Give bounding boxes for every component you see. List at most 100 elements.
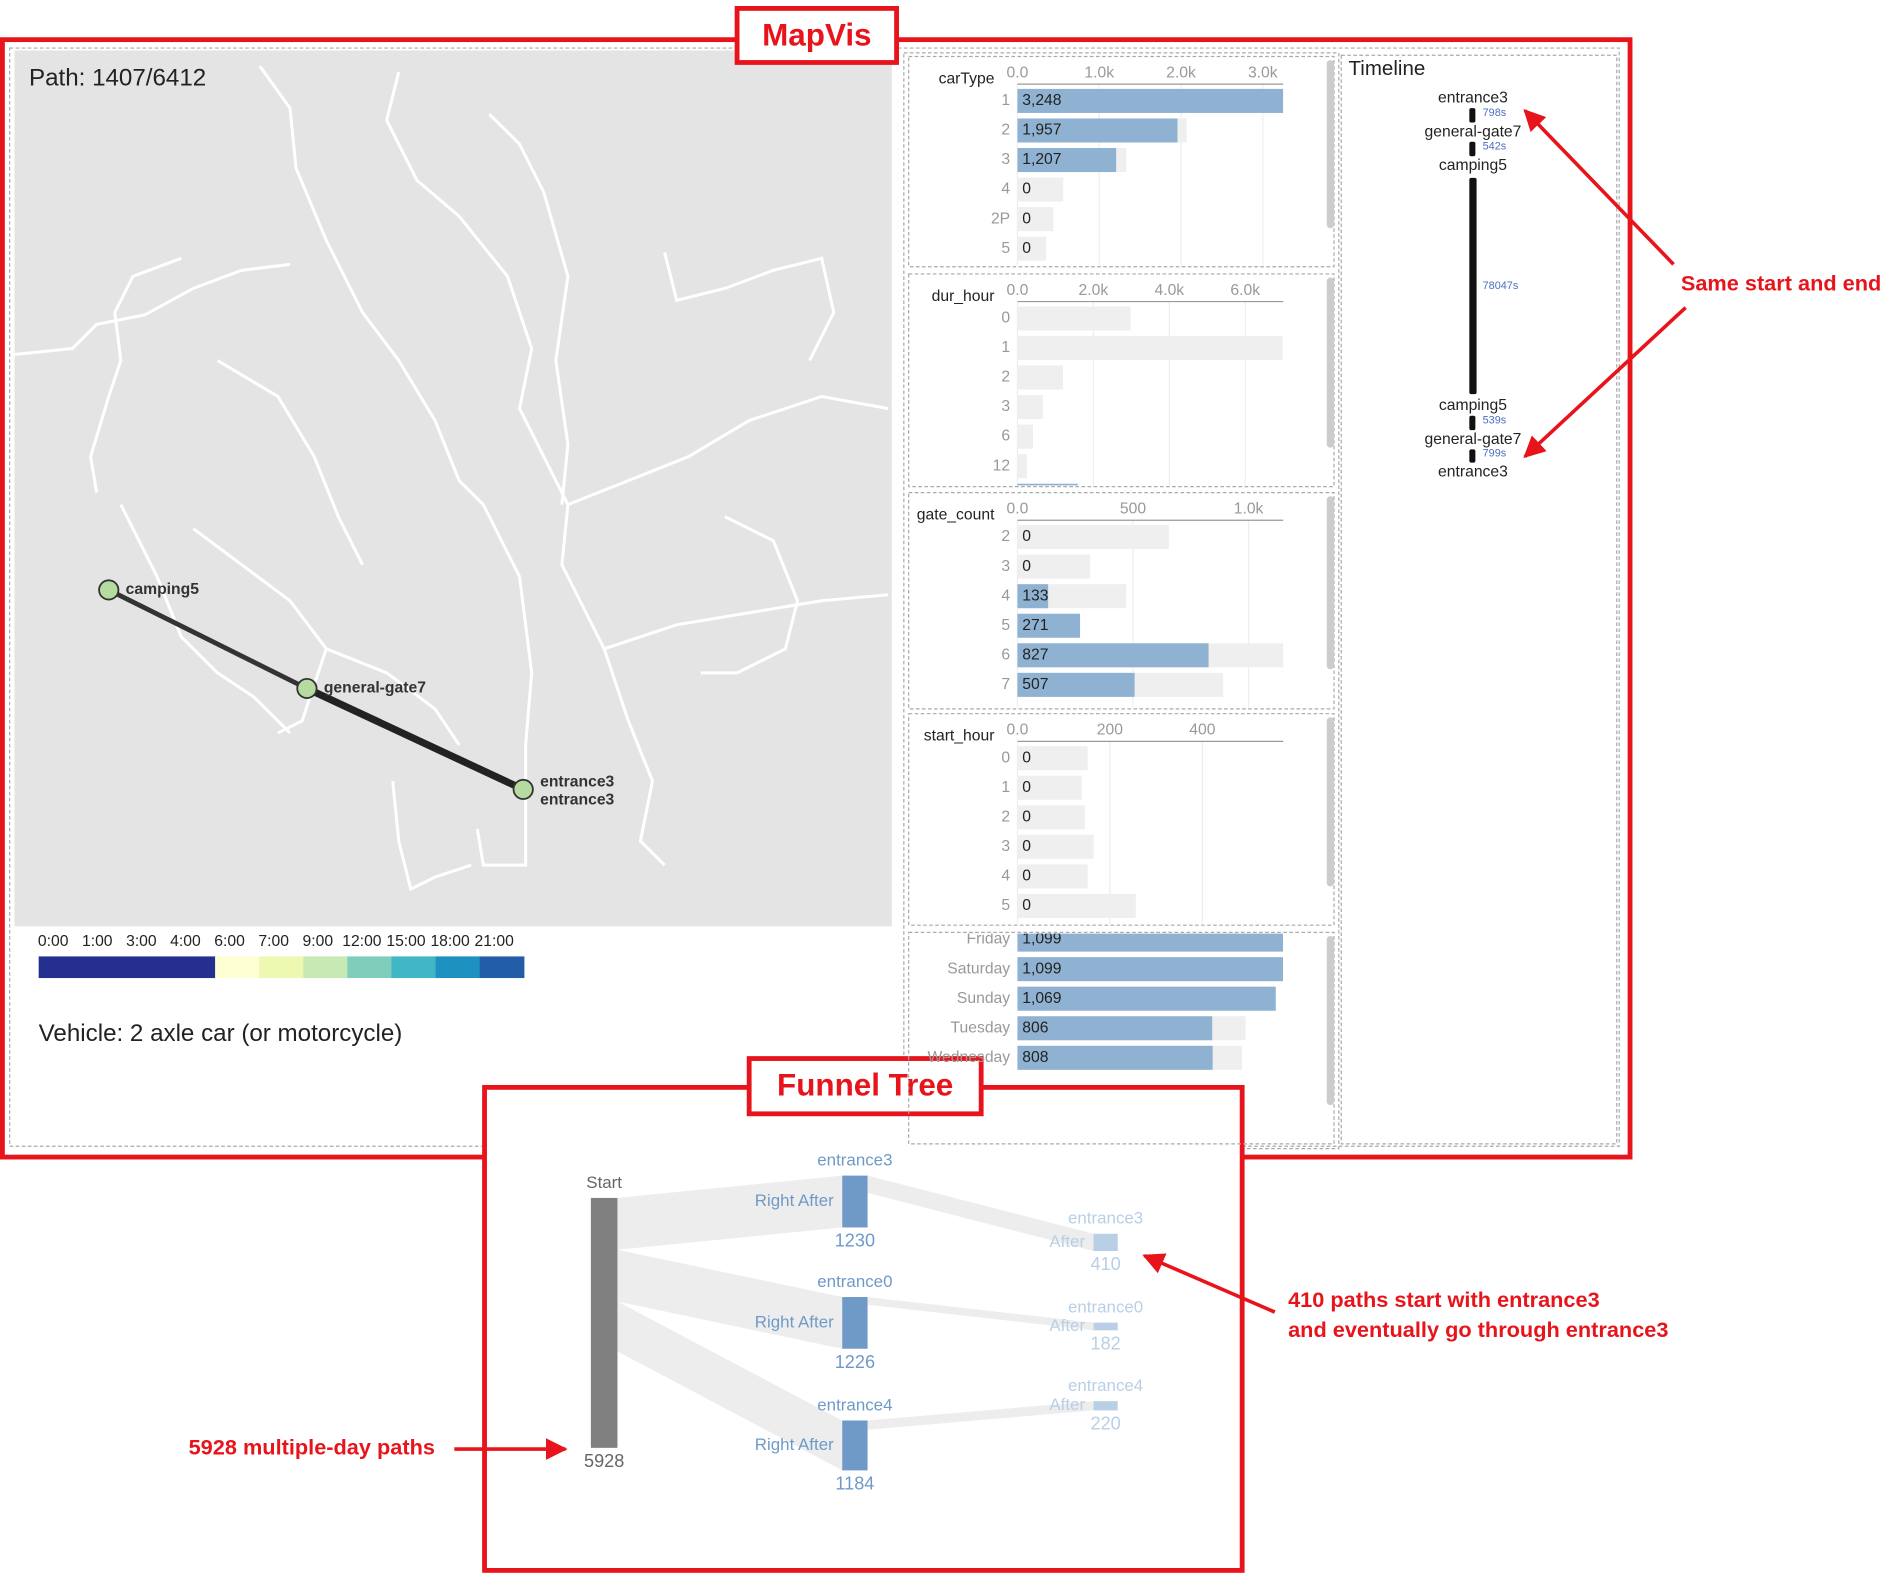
stop-label: camping5 <box>126 581 200 598</box>
bar <box>1017 613 1081 638</box>
total-bar <box>1017 554 1091 579</box>
funnel-relation: Right After <box>755 1312 834 1331</box>
path-count: Path: 1407/6412 <box>29 65 206 92</box>
tick-label: 0.0 <box>1007 282 1029 299</box>
timeline-segment <box>1469 177 1477 395</box>
legend-label: 15:00 <box>386 933 426 950</box>
tick-label: 500 <box>1120 501 1146 518</box>
legend-swatch <box>391 956 437 979</box>
scrollbar <box>1326 717 1334 887</box>
funnel-label: Start <box>586 1173 622 1192</box>
tick-label: 0.0 <box>1007 501 1029 518</box>
total-bar <box>1017 525 1169 550</box>
duration-label: 798s <box>1483 107 1507 119</box>
mapvis-tag <box>734 6 899 65</box>
funnel-value: 1226 <box>835 1352 875 1372</box>
value-label: 0 <box>1022 838 1031 855</box>
tick-label: 400 <box>1189 722 1215 739</box>
stop <box>98 579 120 601</box>
funnel-link <box>617 1301 843 1471</box>
tick-label: 1.0k <box>1084 64 1114 81</box>
value-label: 271 <box>1022 617 1048 634</box>
category-label: 5 <box>1001 617 1010 634</box>
funnel-link <box>617 1249 843 1349</box>
duration-label: 539s <box>1483 414 1507 426</box>
funnel-bar <box>1093 1401 1118 1411</box>
value-label: 1,099 <box>1022 960 1061 977</box>
legend-swatch <box>259 956 304 979</box>
category-label: 5 <box>1001 897 1010 914</box>
total-bar <box>1017 306 1131 331</box>
category-label: 1 <box>1001 92 1010 109</box>
bar <box>1017 118 1178 143</box>
duration-label: 799s <box>1483 447 1507 459</box>
legend-swatch <box>38 956 84 979</box>
scrollbar <box>1326 60 1334 229</box>
stop-label: entrance3 <box>540 773 614 790</box>
funnel-bar <box>842 1420 868 1471</box>
category-label: 3 <box>1001 151 1010 168</box>
bar <box>1017 483 1078 486</box>
histogram: carType 0.0 1.0k 2.0k 3.0k 1 3,248 2 1,957 3 1,207… <box>939 64 1284 266</box>
tick-label: 200 <box>1097 722 1123 739</box>
duration-label: 542s <box>1483 140 1507 152</box>
funnel-value: 410 <box>1091 1254 1121 1274</box>
value-label: 0 <box>1022 779 1031 796</box>
legend-label: 0:00 <box>38 933 69 950</box>
timeline <box>1340 54 1618 1145</box>
scrollbar <box>1326 496 1334 670</box>
legend-swatch <box>170 956 216 979</box>
funnel-relation: After <box>1049 1232 1085 1251</box>
timeline-stop: entrance3 <box>1438 90 1508 107</box>
bar <box>1017 1045 1213 1070</box>
total-bar <box>1017 236 1047 261</box>
value-label: 0 <box>1022 240 1031 257</box>
funnel-bar <box>590 1197 618 1448</box>
timeline-stop: general-gate7 <box>1425 431 1522 448</box>
timeline-segment <box>1469 449 1476 463</box>
category-label: 2 <box>1001 369 1010 386</box>
category-label: Sunday <box>957 990 1010 1007</box>
value-label: 1,957 <box>1022 122 1061 139</box>
tick-label: 4.0k <box>1154 282 1184 299</box>
timeline-stop: camping5 <box>1439 157 1507 174</box>
funnel-bar <box>1093 1322 1118 1331</box>
total-bar <box>1017 424 1033 449</box>
legend-label: 6:00 <box>214 933 245 950</box>
bar <box>1017 643 1209 668</box>
funnel-value: 182 <box>1091 1334 1121 1354</box>
category-label: Friday <box>967 931 1011 948</box>
funnel-bar <box>1093 1233 1118 1252</box>
value-label: 806 <box>1022 1019 1048 1036</box>
tick-label: 3.0k <box>1248 64 1278 81</box>
legend-label: 1:00 <box>82 933 113 950</box>
funnel-label: entrance0 <box>1068 1298 1143 1317</box>
total-bar <box>1017 805 1085 830</box>
legend-label: 3:00 <box>126 933 157 950</box>
legend-swatch <box>126 956 172 979</box>
annotation: and eventually go through entrance3 <box>1288 1317 1668 1342</box>
funnel-value: 1230 <box>835 1231 875 1251</box>
value-label: 0 <box>1022 808 1031 825</box>
category-label: 6 <box>1001 646 1010 663</box>
value-label: 0 <box>1022 897 1031 914</box>
timeline-segment <box>1469 141 1476 157</box>
annotation: 410 paths start with entrance3 <box>1288 1287 1600 1312</box>
arrow <box>1523 108 1675 266</box>
legend-swatch <box>435 956 481 979</box>
filter-panel <box>908 713 1335 926</box>
legend-label: 18:00 <box>430 933 470 950</box>
category-label: 2 <box>1001 122 1010 139</box>
value-label: 3,248 <box>1022 92 1062 109</box>
category-label: 0 <box>1001 749 1010 766</box>
tick-label: 0.0 <box>1007 64 1029 81</box>
category-label: 2P <box>991 210 1010 227</box>
legend-label: 9:00 <box>303 933 334 950</box>
category-label: 3 <box>1001 558 1010 575</box>
value-label: 1,099 <box>1022 931 1061 948</box>
vehicle: Vehicle: 2 axle car (or motorcycle) <box>39 1020 403 1047</box>
histogram-title: start_hour <box>924 728 995 745</box>
funnel-value: 220 <box>1091 1414 1121 1434</box>
